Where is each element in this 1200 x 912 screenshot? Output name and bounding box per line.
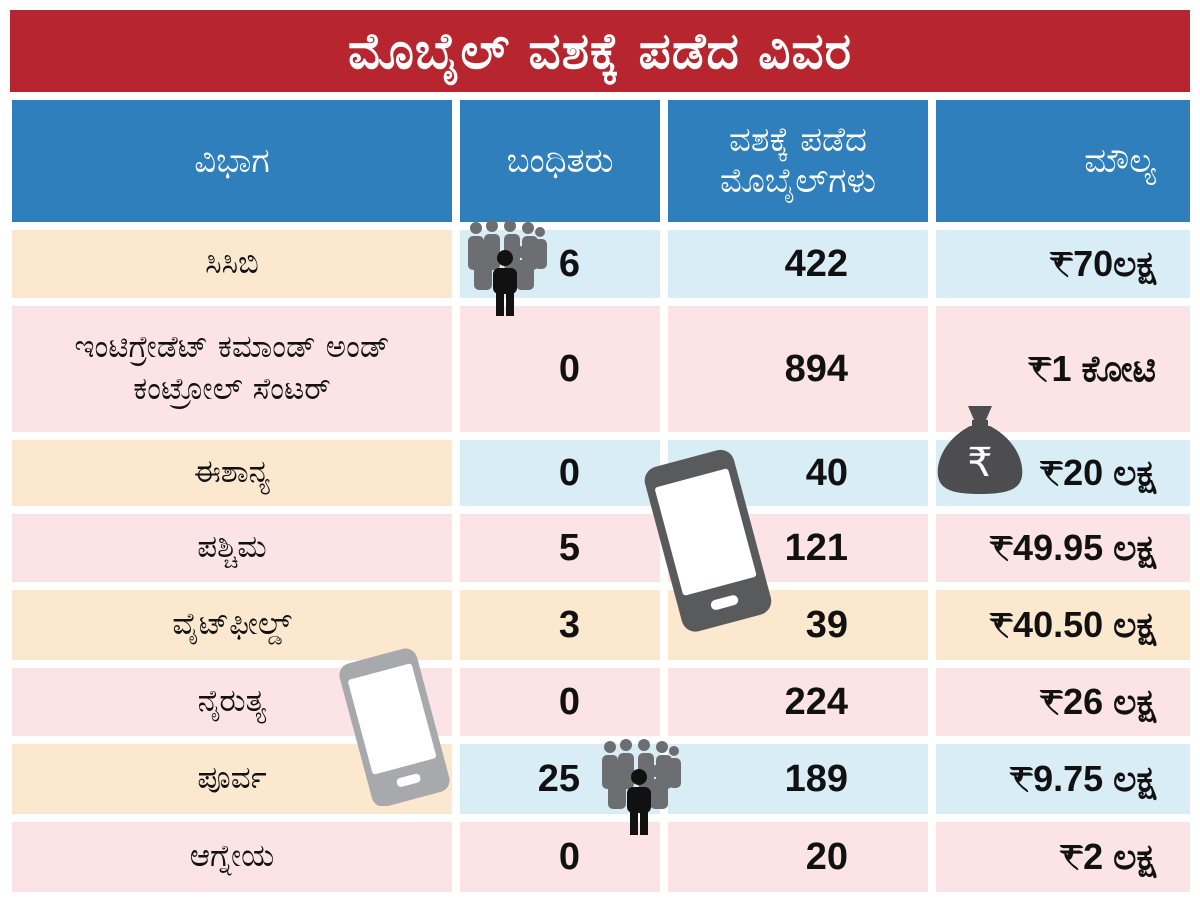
- row-7-arrested: 0: [460, 822, 660, 892]
- row-4-arrested: 3: [460, 590, 660, 660]
- smartphone-icon: [644, 449, 772, 632]
- row-3-division: ಪಶ್ಚಿಮ: [12, 514, 452, 582]
- row-0-mobiles: 422: [668, 230, 928, 298]
- people-group-icon: [602, 739, 681, 835]
- row-7-mobiles: 20: [668, 822, 928, 892]
- row-7-division: ಆಗ್ನೇಯ: [12, 822, 452, 892]
- header-arrested: ಬಂಧಿತರು: [460, 100, 660, 222]
- row-5-arrested: 0: [460, 668, 660, 736]
- row-1-mobiles: 894: [668, 306, 928, 432]
- row-4-division: ವೈಟ್‌ಫೀಲ್ಡ್: [12, 590, 452, 660]
- row-5-value: ₹26 ಲಕ್ಷ: [936, 668, 1190, 736]
- row-6-value: ₹9.75 ಲಕ್ಷ: [936, 744, 1190, 814]
- row-1-arrested: 0: [460, 306, 660, 432]
- table-title: ಮೊಬೈಲ್ ವಶಕ್ಕೆ ಪಡೆದ ವಿವರ: [10, 10, 1190, 92]
- smartphone-icon: [339, 648, 450, 806]
- row-3-value: ₹49.95 ಲಕ್ಷ: [936, 514, 1190, 582]
- row-4-value: ₹40.50 ಲಕ್ಷ: [936, 590, 1190, 660]
- row-5-mobiles: 224: [668, 668, 928, 736]
- row-0-division: ಸಿಸಿಬಿ: [12, 230, 452, 298]
- row-7-value: ₹2 ಲಕ್ಷ: [936, 822, 1190, 892]
- header-value: ಮೌಲ್ಯ: [936, 100, 1190, 222]
- people-group-icon: [468, 220, 547, 316]
- row-1-division: ಇಂಟಿಗ್ರೇಡೆಟ್ ಕಮಾಂಡ್ ಅಂಡ್ ಕಂಟ್ರೋಲ್ ಸೆಂಟರ್: [12, 306, 452, 432]
- header-mobiles: ವಶಕ್ಕೆ ಪಡೆದ ಮೊಬೈಲ್‌ಗಳು: [668, 100, 928, 222]
- header-division: ವಿಭಾಗ: [12, 100, 452, 222]
- rupee-symbol: ₹: [967, 440, 992, 486]
- row-0-value: ₹70ಲಕ್ಷ: [936, 230, 1190, 298]
- money-bag-rupee-icon: ₹: [937, 406, 1023, 494]
- row-6-mobiles: 189: [668, 744, 928, 814]
- row-3-arrested: 5: [460, 514, 660, 582]
- row-2-division: ಈಶಾನ್ಯ: [12, 440, 452, 506]
- row-2-arrested: 0: [460, 440, 660, 506]
